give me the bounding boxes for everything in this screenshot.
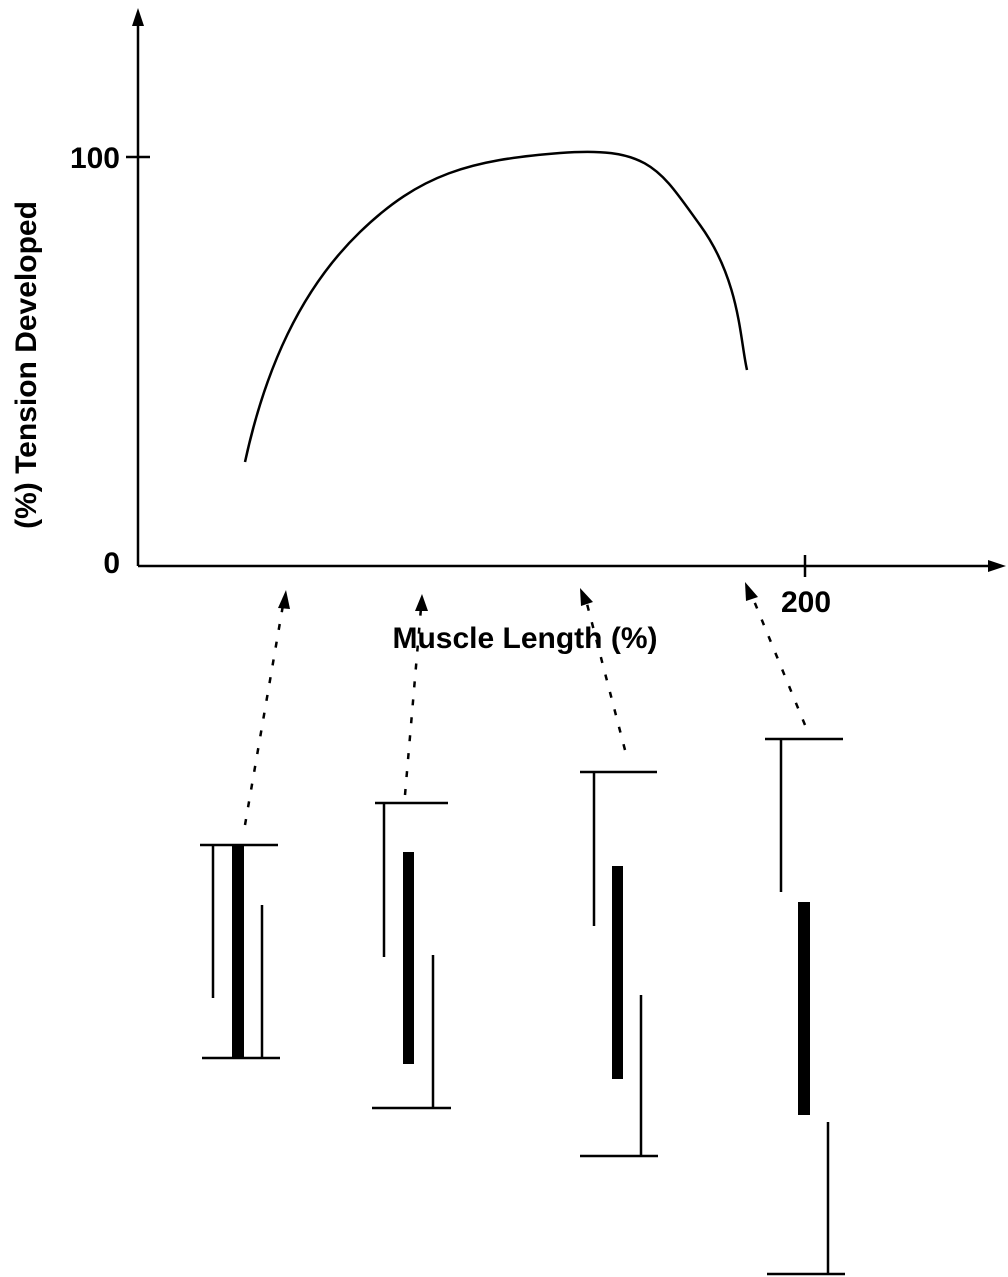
sarcomere [765, 737, 845, 1276]
pointer-lines [243, 595, 807, 826]
pointer [584, 599, 627, 751]
sarcomere [372, 801, 451, 1110]
sarcomere [580, 770, 658, 1158]
pointer [243, 604, 285, 826]
x-tick-label: 200 [781, 586, 831, 619]
thick-filament [798, 902, 810, 1115]
x-axis-label: Muscle Length (%) [392, 622, 657, 655]
y-axis-label: (%) Tension Developed [10, 201, 43, 529]
pointer [403, 607, 423, 796]
pointer-heads [278, 582, 758, 611]
x-axis-arrow [988, 560, 1006, 572]
thick-filament [403, 852, 414, 1064]
arrowhead [580, 588, 593, 606]
arrowhead [415, 594, 428, 611]
thick-filament [232, 845, 244, 1057]
arrowhead [745, 582, 758, 601]
y-tick-label: 100 [70, 142, 120, 175]
pointer [750, 595, 807, 726]
y-tick-label: 0 [103, 547, 120, 580]
thick-filament [612, 866, 623, 1079]
sarcomere [200, 843, 280, 1060]
arrowhead [278, 590, 290, 609]
y-axis-arrow [132, 8, 144, 26]
length-tension-curve [243, 150, 749, 463]
